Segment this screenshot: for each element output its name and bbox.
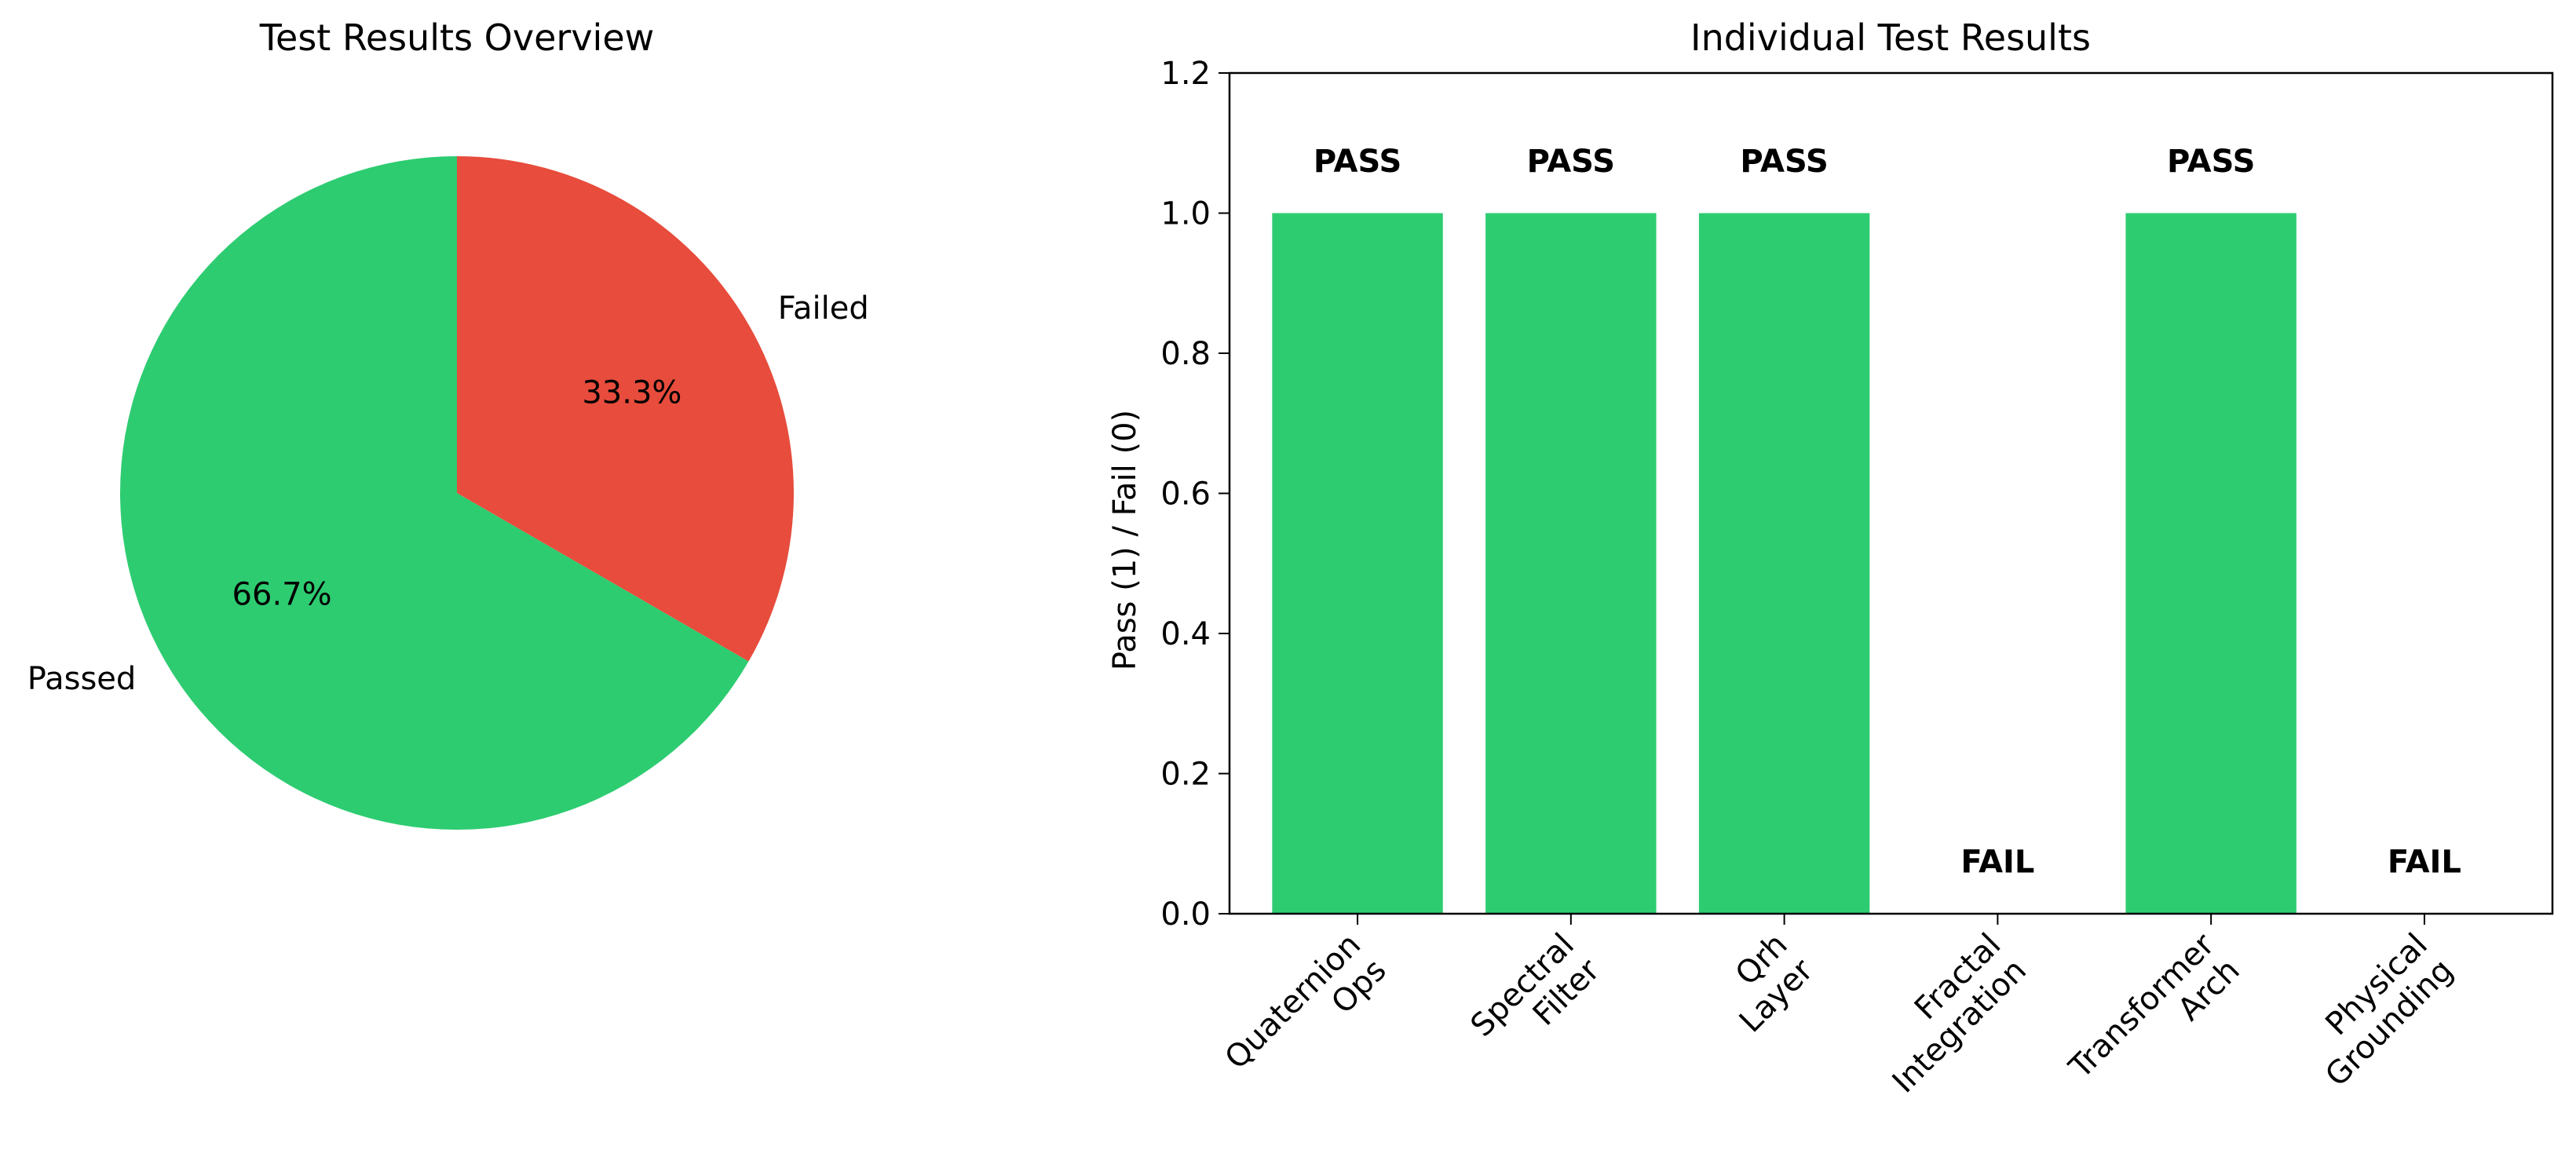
pie-percent-label: 66.7% xyxy=(232,577,332,613)
pie-percent-label: 33.3% xyxy=(582,374,681,411)
bar-value-label: PASS xyxy=(1740,144,1828,180)
bar-value-label: PASS xyxy=(1527,144,1615,180)
y-tick-label: 0.2 xyxy=(1160,757,1211,793)
bar-value-label: FAIL xyxy=(2388,844,2461,880)
pie-category-label: Passed xyxy=(27,661,137,697)
pie-labels: 66.7% Passed 33.3% Failed xyxy=(27,290,869,697)
pie-category-label: Failed xyxy=(778,290,869,327)
y-axis-label: Pass (1) / Fail (0) xyxy=(1107,410,1143,670)
y-tick-label: 0.4 xyxy=(1160,616,1211,652)
pie-slice-failed xyxy=(457,156,794,662)
y-tick-label: 0.6 xyxy=(1160,476,1211,513)
y-tick-label: 0.0 xyxy=(1160,896,1211,933)
pie-slice-passed xyxy=(119,155,749,830)
bar-value-label: FAIL xyxy=(1960,844,2034,880)
y-tick-label: 1.0 xyxy=(1160,196,1211,232)
bar-marks: PASS PASS PASS FAIL PASS FAIL xyxy=(1272,144,2461,914)
bar-value-label: PASS xyxy=(2167,144,2255,180)
plot-frame xyxy=(1228,71,2554,915)
bar-0 xyxy=(1272,213,1443,914)
bar-chart-title: Individual Test Results xyxy=(1690,16,2091,59)
bar-1 xyxy=(1485,213,1657,914)
y-tick-label: 0.8 xyxy=(1160,336,1211,372)
bar-value-label: PASS xyxy=(1314,144,1401,180)
bar-4 xyxy=(2125,213,2296,914)
pie-chart-title: Test Results Overview xyxy=(259,16,655,59)
bar-2 xyxy=(1698,213,1870,914)
pie-chart: Test Results Overview 66.7% Passed 33.3% Fa… xyxy=(27,16,869,830)
y-tick-label: 1.2 xyxy=(1160,56,1211,92)
pie-slices xyxy=(119,155,794,830)
